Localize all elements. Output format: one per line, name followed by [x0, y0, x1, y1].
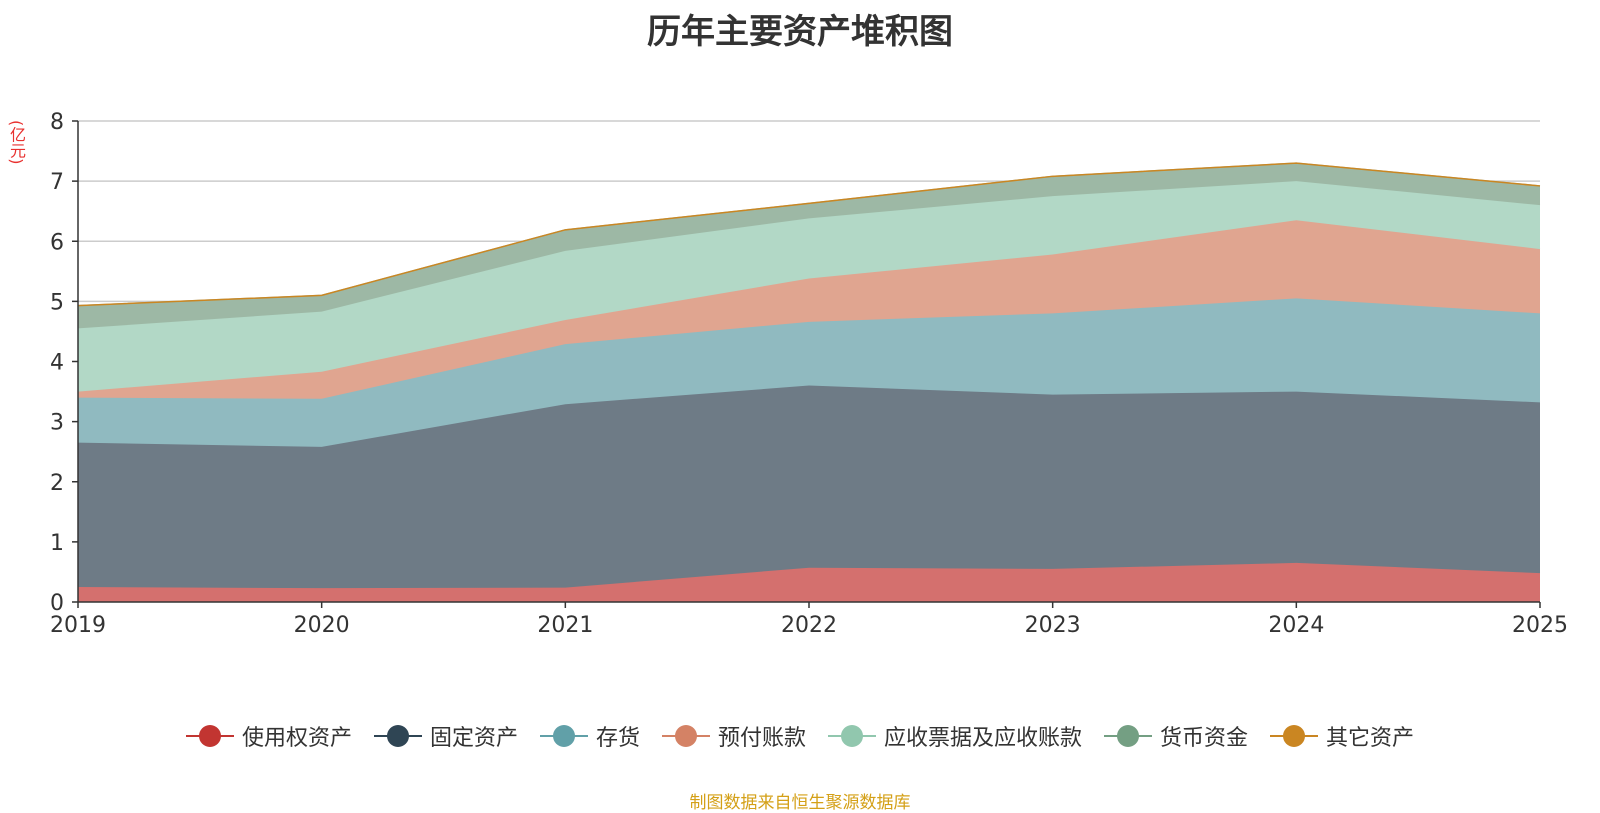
y-tick-label: 2: [50, 471, 64, 496]
legend: 使用权资产 固定资产 存货 预付账款 应收票据及应收账款 货币资金 其它资产: [0, 720, 1600, 752]
legend-label: 使用权资产: [241, 726, 352, 751]
y-tick-label: 6: [50, 230, 64, 255]
legend-marker: [828, 724, 876, 748]
x-tick-label: 2023: [1025, 613, 1081, 638]
legend-label: 固定资产: [429, 726, 518, 751]
legend-item[interactable]: 使用权资产: [185, 720, 352, 752]
legend-label: 存货: [595, 726, 640, 751]
area-series-5: [78, 163, 1540, 329]
area-series-3: [78, 220, 1540, 399]
legend-marker: [185, 724, 234, 748]
legend-item[interactable]: 货币资金: [1104, 720, 1248, 752]
y-tick-label: 7: [50, 170, 64, 195]
legend-label: 应收票据及应收账款: [884, 726, 1083, 751]
legend-marker: [539, 724, 588, 748]
area-edge-6: [77, 162, 1541, 307]
y-tick-label: 4: [50, 351, 64, 376]
area-series-0: [78, 562, 1540, 602]
legend-marker: [661, 724, 710, 748]
x-tick-label: 2020: [294, 613, 350, 638]
x-tick-label: 2022: [781, 613, 837, 638]
y-tick-label: 5: [50, 290, 64, 315]
legend-item[interactable]: 其它资产: [1270, 720, 1414, 752]
legend-marker: [373, 724, 422, 748]
area-series-1: [78, 385, 1540, 589]
y-tick-label: 3: [50, 411, 64, 436]
y-tick-label: 8: [50, 110, 64, 135]
legend-label: 货币资金: [1160, 726, 1249, 751]
legend-item[interactable]: 固定资产: [373, 720, 518, 752]
legend-label: 预付账款: [717, 726, 806, 751]
y-axis-unit-label: (亿元): [7, 120, 26, 165]
legend-label: 其它资产: [1326, 726, 1415, 751]
legend-marker: [1104, 724, 1153, 748]
x-tick-label: 2025: [1512, 613, 1568, 638]
area-series-2: [78, 298, 1540, 447]
y-tick-label: 1: [50, 531, 64, 556]
legend-item[interactable]: 预付账款: [661, 720, 806, 752]
legend-item[interactable]: 应收票据及应收账款: [828, 720, 1082, 752]
chart-title: 历年主要资产堆积图: [647, 12, 953, 52]
y-tick-label: 0: [50, 591, 64, 616]
axes: 0 1 2 3 4 5 6 7 8 2019 2020 2021 2022 2023 2024 2025: [50, 110, 1568, 638]
x-tick-label: 2021: [537, 613, 593, 638]
x-tick-label: 2019: [50, 613, 106, 638]
x-tick-label: 2024: [1268, 613, 1324, 638]
legend-item[interactable]: 存货: [539, 720, 640, 752]
stacked-areas: [77, 162, 1541, 602]
legend-marker: [1270, 724, 1319, 748]
area-series-4: [78, 181, 1540, 392]
source-note: 制图数据来自恒生聚源数据库: [689, 793, 911, 813]
